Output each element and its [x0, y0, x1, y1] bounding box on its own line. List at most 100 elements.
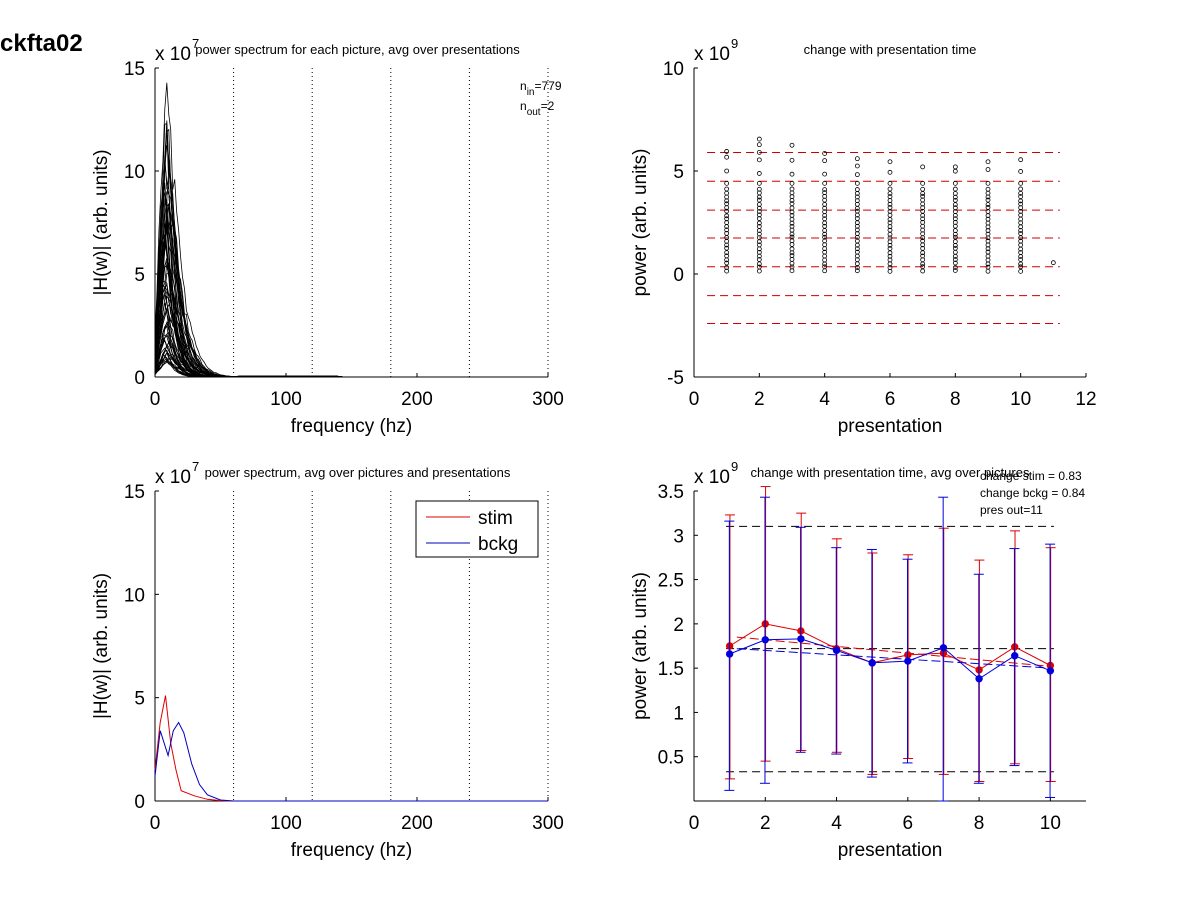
data-point	[724, 201, 730, 207]
data-point	[952, 216, 958, 222]
data-point	[920, 223, 926, 229]
data-point	[952, 197, 958, 203]
data-point	[724, 245, 730, 251]
data-point	[952, 249, 958, 255]
data-point	[854, 163, 860, 169]
y-tick-label: 2.5	[658, 571, 684, 592]
data-point	[952, 268, 958, 273]
spectrum-line	[154, 126, 548, 378]
data-point	[920, 219, 926, 225]
y-tick-label: 3.5	[658, 482, 684, 503]
data-point	[756, 249, 762, 255]
data-point	[920, 253, 926, 259]
data-point	[822, 171, 828, 177]
data-point	[724, 260, 730, 266]
spectrum-line	[154, 334, 548, 378]
mean-line-bckg	[729, 638, 1051, 680]
data-point	[1018, 169, 1024, 174]
data-point	[756, 136, 762, 142]
spectrum-line	[154, 282, 548, 378]
data-point	[1018, 186, 1024, 192]
data-point	[920, 186, 926, 192]
data-point	[887, 198, 893, 203]
data-point	[985, 205, 991, 210]
data-point	[789, 268, 795, 274]
x-tick-label: 6	[885, 389, 896, 410]
data-point	[724, 208, 730, 214]
data-point	[1018, 180, 1024, 186]
data-point	[724, 253, 730, 259]
x-tick-label: 2	[754, 389, 765, 410]
spectrum-line	[154, 302, 548, 378]
chart-title: change with presentation time	[804, 42, 977, 57]
data-point	[1018, 257, 1024, 262]
legend: stim bckg	[415, 500, 539, 558]
spectrum-line	[154, 216, 548, 378]
data-point	[1018, 264, 1024, 270]
data-point	[756, 220, 762, 226]
x-tick-label: 300	[532, 389, 564, 410]
spectrum-line	[154, 335, 548, 378]
data-point	[756, 264, 762, 270]
spectrum-line	[154, 339, 548, 378]
spectrum-line	[154, 263, 548, 378]
data-point	[952, 234, 958, 240]
data-point	[887, 220, 893, 226]
data-point	[789, 264, 795, 270]
data-point	[789, 253, 795, 259]
exponent-label: x 10	[155, 467, 191, 488]
data-point	[789, 157, 795, 163]
spectrum-line	[154, 337, 548, 378]
spectrum-line	[154, 216, 548, 378]
data-point	[1018, 231, 1024, 236]
data-point	[1018, 194, 1024, 199]
data-point	[920, 268, 926, 274]
data-point	[887, 257, 893, 263]
data-point	[854, 156, 860, 162]
spectrum-line	[154, 215, 548, 378]
legend-label-bckg: bckg	[478, 534, 518, 555]
spectrum-line	[154, 258, 548, 378]
data-point	[985, 249, 991, 255]
data-point	[822, 257, 828, 263]
y-tick-label: 3	[673, 526, 684, 547]
data-point	[952, 168, 958, 174]
y-axis-label: power (arb. units)	[630, 149, 651, 297]
data-point	[756, 224, 762, 229]
x-tick-label: 0	[150, 389, 161, 410]
y-tick-label: 0	[673, 265, 684, 286]
exponent-power: 9	[731, 36, 738, 51]
series-line-bckg	[154, 721, 548, 802]
data-point	[724, 186, 730, 192]
data-point	[789, 250, 795, 256]
mean-marker-bckg	[761, 636, 769, 644]
mean-marker-bckg	[1011, 652, 1019, 660]
data-point	[756, 157, 762, 163]
data-point	[887, 194, 893, 200]
spectrum-line	[154, 201, 548, 378]
data-point	[1018, 254, 1024, 259]
data-point	[756, 257, 762, 262]
data-point	[724, 213, 730, 219]
y-tick-label: 5	[134, 265, 145, 286]
data-point	[822, 261, 828, 267]
data-point	[985, 186, 991, 192]
mean-marker-bckg	[725, 650, 734, 658]
data-point	[920, 164, 926, 170]
data-point	[822, 151, 828, 156]
data-point	[887, 212, 893, 218]
data-point	[952, 180, 958, 186]
data-point	[887, 261, 893, 267]
mean-marker-bckg	[832, 646, 841, 655]
fit-annotation: pres out=11	[980, 503, 1043, 517]
x-tick-label: 12	[1075, 389, 1096, 410]
data-point	[724, 149, 730, 154]
data-point	[822, 253, 828, 259]
mean-marker-bckg	[975, 675, 983, 683]
data-point	[985, 238, 991, 244]
data-point	[920, 193, 926, 199]
data-point	[854, 246, 860, 252]
x-tick-label: 4	[819, 389, 830, 410]
mean-marker-bckg	[868, 659, 876, 667]
